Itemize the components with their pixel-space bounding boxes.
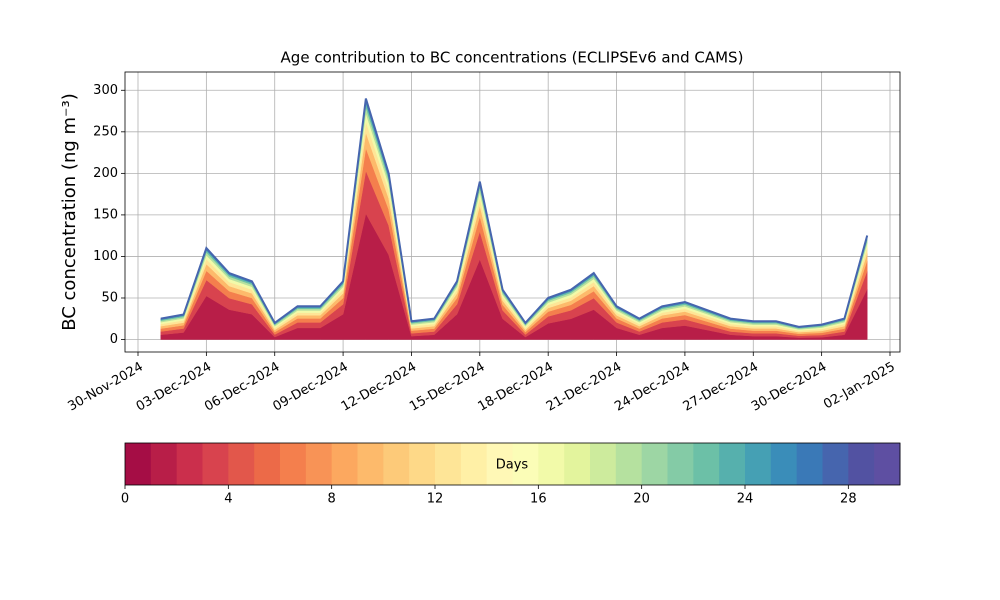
x-tick-label: 12-Dec-2024 (339, 360, 419, 415)
x-tick-label: 27-Dec-2024 (681, 360, 761, 415)
colorbar-cell (564, 443, 591, 485)
colorbar-cell (848, 443, 875, 485)
colorbar-cell (409, 443, 436, 485)
colorbar-cell (176, 443, 203, 485)
colorbar-tick-label: 0 (121, 492, 129, 507)
y-tick-label: 250 (93, 124, 118, 139)
colorbar-cell (874, 443, 901, 485)
colorbar-cell (202, 443, 229, 485)
colorbar-cell (693, 443, 720, 485)
x-tick-label: 30-Dec-2024 (749, 360, 829, 415)
x-tick-label: 09-Dec-2024 (270, 360, 350, 415)
colorbar-cell (822, 443, 849, 485)
x-tick-label: 21-Dec-2024 (544, 360, 624, 415)
colorbar-cell (615, 443, 643, 485)
colorbar-tick-label: 12 (427, 492, 444, 507)
colorbar-cell (796, 443, 823, 485)
colorbar-tick-label: 4 (224, 492, 232, 507)
colorbar-cell (150, 443, 178, 485)
colorbar-tick-label: 28 (840, 492, 857, 507)
y-tick-label: 150 (93, 207, 118, 222)
colorbar-cell (667, 443, 694, 485)
chart-title: Age contribution to BC concentrations (E… (281, 49, 744, 67)
y-tick-label: 100 (93, 249, 118, 264)
x-tick-label: 06-Dec-2024 (202, 360, 282, 415)
colorbar-cell (228, 443, 255, 485)
colorbar-cell (357, 443, 384, 485)
colorbar-cell (770, 443, 798, 485)
area (160, 98, 868, 328)
area (160, 99, 868, 328)
colorbar-tick-label: 20 (633, 492, 650, 507)
x-tick-label: 30-Nov-2024 (65, 360, 145, 415)
y-tick-label: 0 (110, 332, 118, 347)
area (160, 107, 868, 330)
colorbar-cell (641, 443, 668, 485)
area (160, 121, 868, 333)
y-tick-label: 200 (93, 166, 118, 181)
x-tick-label: 03-Dec-2024 (134, 360, 214, 415)
top-edge (160, 98, 869, 328)
colorbar-tick-label: 24 (737, 492, 754, 507)
area (160, 102, 868, 329)
plot-frame (124, 71, 901, 353)
x-tick-label: 15-Dec-2024 (407, 360, 487, 415)
colorbar-cell (305, 443, 333, 485)
colorbar-cell (435, 443, 462, 485)
x-tick-label: 24-Dec-2024 (612, 360, 692, 415)
colorbar-cell (280, 443, 307, 485)
colorbar-cell (486, 443, 513, 485)
colorbar-frame (124, 442, 901, 486)
colorbar-cell (745, 443, 772, 485)
areas (160, 98, 869, 340)
colorbar-cell (383, 443, 410, 485)
x-tick-label: 18-Dec-2024 (476, 360, 556, 415)
colorbar-tick-label: 16 (530, 492, 547, 507)
y-tick-label: 50 (101, 290, 118, 305)
colorbar-cell (125, 443, 152, 485)
y-axis-label: BC concentration (ng m⁻³) (59, 93, 80, 331)
colorbar-cell (719, 443, 746, 485)
colorbar-cell (538, 443, 565, 485)
colorbar: 0 4 8 12 16 20 24 28 (121, 442, 901, 507)
y-tick-label: 300 (93, 83, 118, 98)
colorbar-tick-label: 8 (328, 492, 336, 507)
area (160, 132, 868, 335)
x-tick-label: 02-Jan-2025 (821, 360, 898, 413)
colorbar-cell (590, 443, 617, 485)
colorbar-cell (331, 443, 358, 485)
colorbar-cell (512, 443, 539, 485)
colorbar-cell (254, 443, 281, 485)
colorbar-label: Days (496, 458, 529, 473)
colorbar-cell (460, 443, 488, 485)
